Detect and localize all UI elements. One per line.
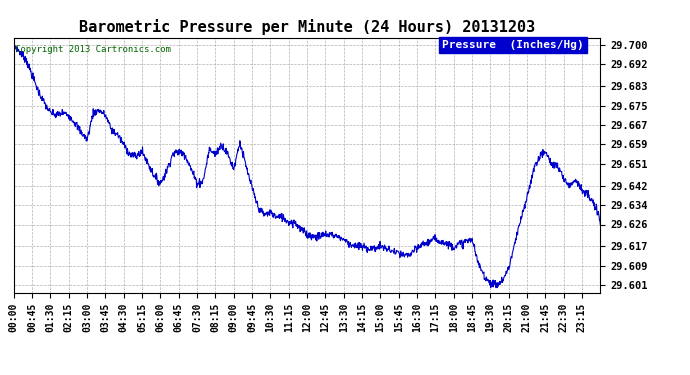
Text: Copyright 2013 Cartronics.com: Copyright 2013 Cartronics.com [15,45,171,54]
Text: Pressure  (Inches/Hg): Pressure (Inches/Hg) [442,40,584,50]
Title: Barometric Pressure per Minute (24 Hours) 20131203: Barometric Pressure per Minute (24 Hours… [79,19,535,35]
